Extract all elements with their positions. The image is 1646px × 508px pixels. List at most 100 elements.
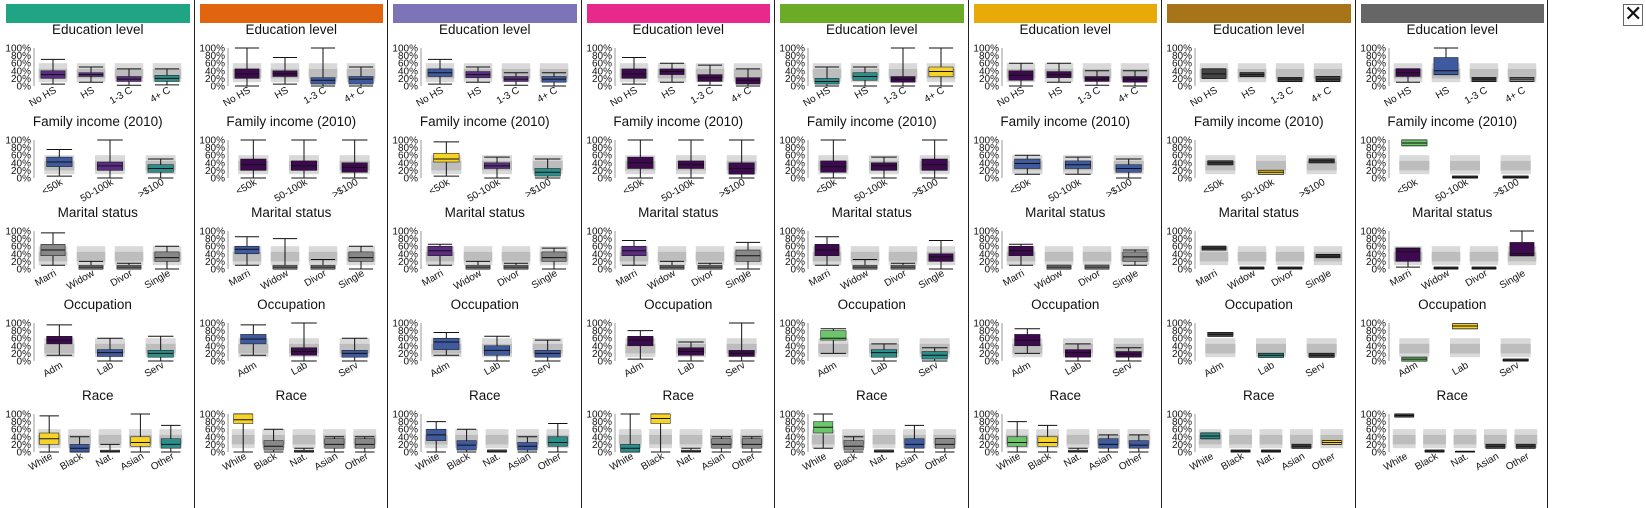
reference-box-inner [1507, 251, 1536, 262]
y-tick-label: 80% [978, 326, 998, 337]
chart-race: Race 0% 20% 40% 60% 80% 100% White Black Nat. Asia… [970, 388, 1162, 480]
chart-race: Race 0% 20% 40% 60% 80% 100% White Black Nat. Asia… [1357, 388, 1549, 480]
column-color-bar[interactable] [586, 4, 770, 23]
y-tick-label: 100% [199, 318, 225, 329]
y-tick-label: 100% [779, 410, 805, 421]
x-tick-label: Black [445, 451, 473, 473]
y-tick-label: 60% [398, 59, 418, 70]
y-tick-label: 0% [1178, 173, 1193, 184]
y-tick-label: 40% [591, 158, 611, 169]
x-tick-label: Widow [646, 268, 678, 293]
boxplot-svg: 0%20%40%60%80%100% Marri Widow Divor Single [586, 227, 762, 293]
x-tick-label: Divor [883, 268, 909, 290]
y-tick-label: 20% [204, 348, 224, 359]
column-color-bar[interactable] [393, 4, 577, 23]
x-tick-label: <50k [814, 176, 839, 197]
y-tick-label: 40% [398, 432, 418, 443]
reference-box-inner [1044, 251, 1073, 262]
y-tick-label: 100% [392, 135, 418, 146]
y-tick-label: 100% [973, 227, 999, 238]
boxplot-svg: 0%20%40%60%80%100% No HS HS 1-3 C 4+ C [586, 44, 762, 109]
x-tick-label: HS [1046, 85, 1064, 102]
reference-box-inner [98, 434, 122, 445]
y-tick-label: 0% [597, 265, 612, 276]
y-tick-label: 80% [1365, 143, 1385, 154]
column-color-bar[interactable] [780, 4, 964, 23]
x-tick-label: Adm [622, 360, 645, 380]
chart-title: Race [855, 388, 888, 403]
reference-box-inner [1205, 343, 1236, 353]
column-color-bar[interactable] [1360, 4, 1544, 23]
y-tick-label: 40% [204, 66, 224, 77]
x-tick-label: Single [1497, 268, 1527, 292]
reference-box-inner [1422, 434, 1446, 445]
reference-box-inner [1275, 251, 1305, 262]
chart-education-level: Education level 0% 20% 40% 60% 80% 100% No HS HS… [2, 22, 194, 114]
x-tick-label: >$100 [1104, 176, 1134, 200]
boxplot-svg: 0%20%40%60%80%100% White Black Nat. Asian Oth… [779, 410, 957, 473]
chart-title: Occupation [1031, 296, 1100, 312]
chart-title: Family income (2010) [806, 113, 937, 129]
x-tick-label: Black [832, 451, 860, 473]
x-tick-label: Adm [1203, 360, 1226, 380]
y-tick-label: 100% [199, 44, 225, 55]
chart-title: Occupation [1224, 296, 1293, 312]
x-tick-label: Marri [227, 268, 252, 289]
y-tick-label: 60% [1365, 333, 1385, 344]
x-tick-label: No HS [1188, 85, 1219, 109]
x-tick-label: Divor [302, 268, 328, 290]
y-tick-label: 40% [1365, 249, 1385, 260]
x-tick-label: <50k [1201, 176, 1226, 197]
y-tick-label: 20% [1365, 74, 1385, 85]
x-tick-label: Single [723, 268, 753, 292]
y-tick-label: 100% [586, 410, 612, 421]
x-tick-label: Serv [1304, 360, 1327, 380]
iqr-box [735, 77, 760, 85]
close-button[interactable]: ✕ [1623, 2, 1643, 27]
chart-title: Race [662, 388, 694, 403]
x-tick-label: Lab [1063, 359, 1083, 377]
x-tick-label: Single [1110, 268, 1140, 292]
reference-box-inner [1290, 434, 1313, 445]
column-color-bar[interactable] [199, 4, 383, 23]
y-tick-label: 80% [591, 234, 611, 245]
x-tick-label: Other [730, 451, 758, 473]
iqr-box [433, 337, 460, 350]
x-tick-label: No HS [1382, 85, 1413, 109]
x-tick-label: <50k [427, 176, 452, 197]
y-tick-label: 0% [210, 448, 225, 459]
column-color-bar[interactable] [973, 4, 1157, 23]
chart-title: Marital status [1218, 205, 1299, 220]
column-color-bar[interactable] [1167, 4, 1351, 23]
y-tick-label: 100% [1360, 44, 1386, 55]
x-tick-label: Serv [723, 360, 746, 380]
x-tick-label: Serv [336, 360, 359, 380]
y-tick-label: 60% [785, 242, 805, 253]
column-color-bar[interactable] [6, 4, 190, 23]
x-tick-label: Widow [259, 268, 291, 293]
boxplot-svg: 0%20%40%60%80%100% No HS HS 1-3 C 4+ C [1360, 44, 1536, 109]
reference-box-inner [1082, 251, 1111, 262]
iqr-box [232, 413, 253, 424]
y-tick-label: 0% [404, 82, 419, 93]
y-tick-label: 80% [11, 51, 31, 62]
boxplot-svg: 0%20%40%60%80%100% White Black Nat. Asian Oth… [199, 410, 376, 473]
y-tick-label: 60% [1365, 59, 1385, 70]
column-7: Education level 0% 20% 40% 60% 80% 100% No HS HS… [1163, 0, 1355, 508]
reference-box-inner [1313, 68, 1343, 79]
y-tick-label: 60% [204, 242, 224, 253]
chart-family-income-2010-: Family income (2010) 0% 20% 40% 60% 80% 100% <5… [1357, 114, 1549, 206]
x-tick-label: Widow [1033, 268, 1065, 293]
y-tick-label: 20% [785, 74, 805, 85]
y-tick-label: 100% [973, 44, 999, 55]
boxplot-svg: 0%20%40%60%80%100% No HS HS 1-3 C 4+ C [392, 44, 569, 109]
y-tick-label: 40% [398, 158, 418, 169]
chart-family-income-2010-: Family income (2010) 0% 20% 40% 60% 80% 100% <5… [389, 114, 581, 206]
y-tick-label: 0% [210, 356, 225, 367]
x-tick-label: Divor [1463, 268, 1489, 290]
x-tick-label: Asian [1473, 451, 1500, 473]
y-tick-label: 40% [1172, 341, 1192, 352]
reference-box-inner [308, 251, 337, 262]
chart-education-level: Education level 0% 20% 40% 60% 80% 100% No HS HS… [196, 22, 388, 114]
